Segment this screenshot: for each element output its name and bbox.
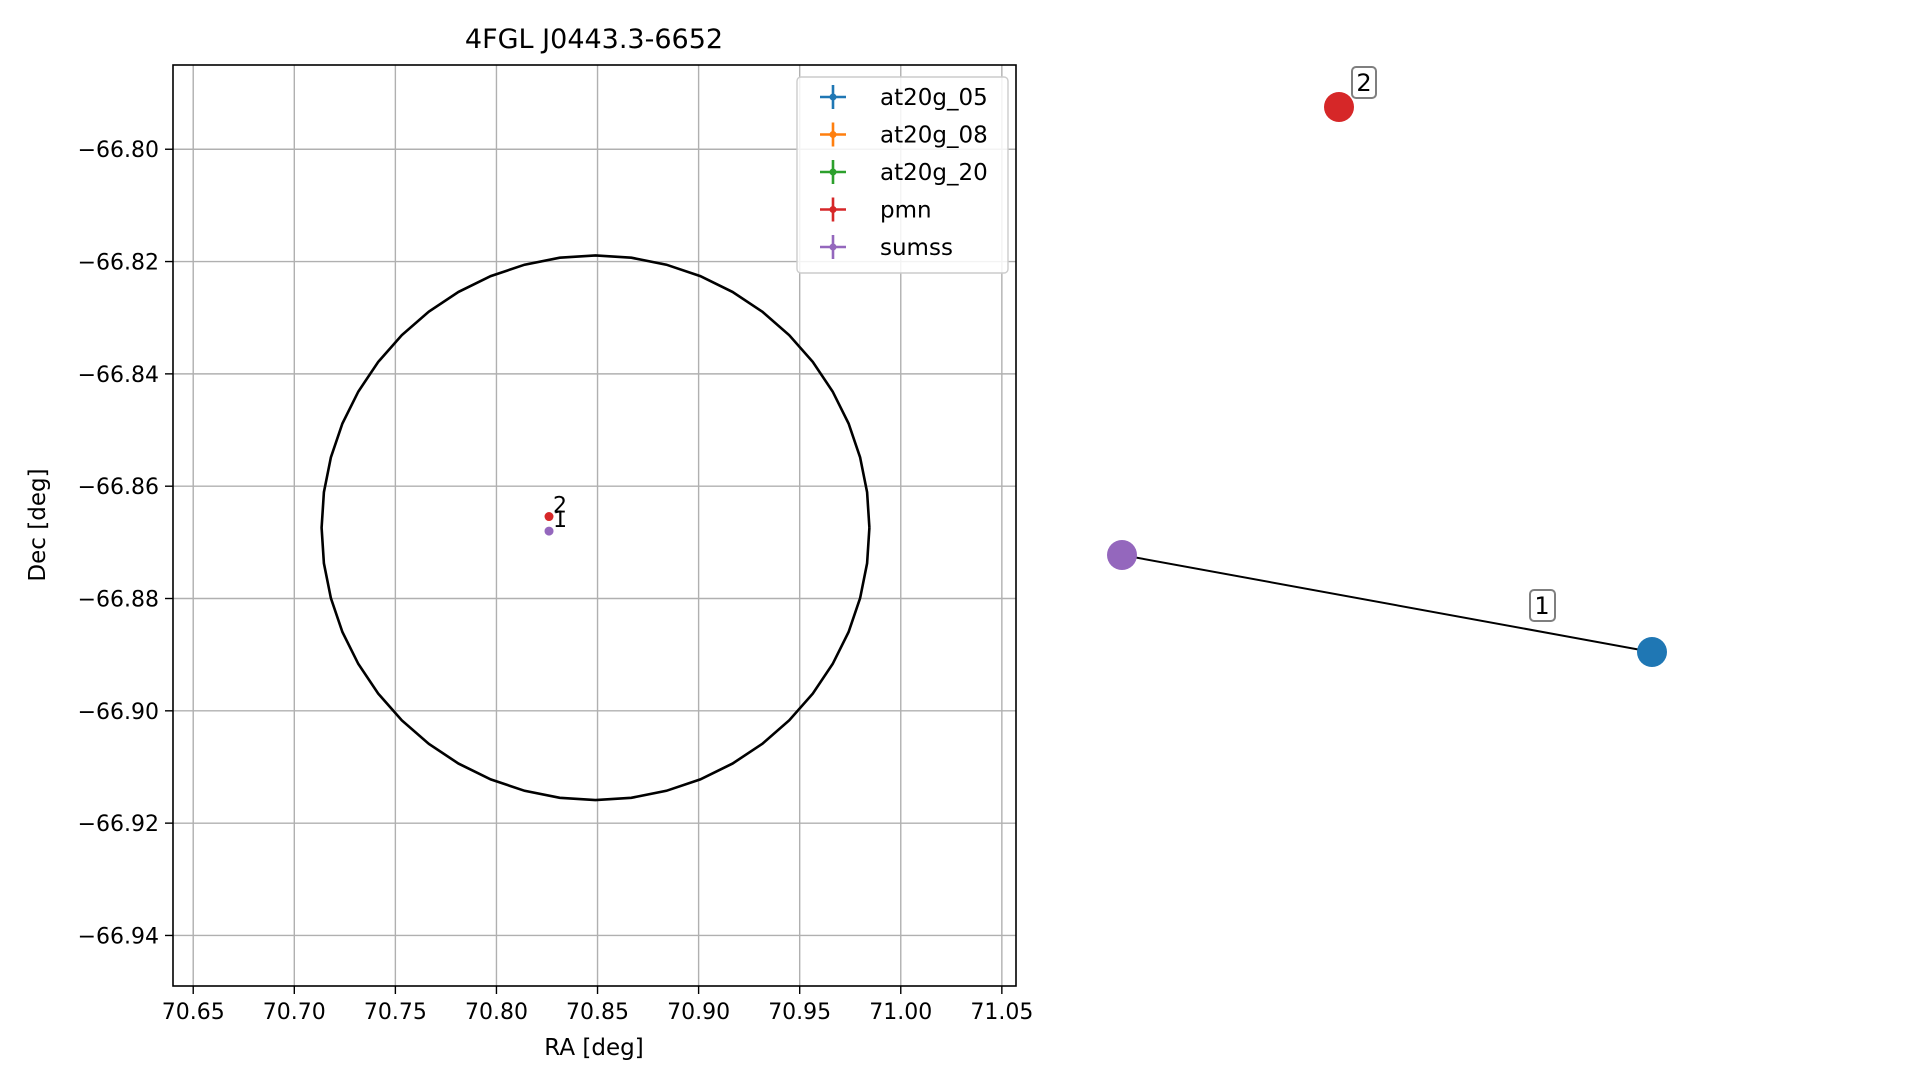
legend-label: pmn bbox=[880, 198, 932, 224]
chart-title: 4FGL J0443.3-6652 bbox=[465, 24, 723, 55]
x-axis-label: RA [deg] bbox=[544, 1035, 643, 1061]
x-tick-label: 71.00 bbox=[869, 1000, 932, 1025]
edge-label-box bbox=[1529, 589, 1556, 622]
source-point-label: 1 bbox=[553, 508, 567, 533]
legend-marker bbox=[829, 168, 837, 176]
error-ellipse bbox=[320, 254, 871, 802]
x-tick-label: 70.85 bbox=[566, 1000, 629, 1025]
plot-frame bbox=[172, 64, 1017, 987]
graph-node-sumss bbox=[1107, 540, 1137, 570]
legend-marker bbox=[829, 243, 837, 251]
y-tick-label: −66.90 bbox=[78, 700, 159, 725]
legend-marker bbox=[829, 206, 837, 213]
points-layer: 21 bbox=[544, 494, 567, 536]
y-tick-label: −66.86 bbox=[78, 475, 159, 500]
grid bbox=[173, 65, 1016, 986]
x-tick-label: 71.05 bbox=[970, 1000, 1033, 1025]
source-point-label: 2 bbox=[553, 494, 567, 519]
legend-label: sumss bbox=[880, 235, 953, 261]
x-tick-label: 70.80 bbox=[465, 1000, 528, 1025]
source-point-pmn bbox=[544, 512, 554, 522]
y-tick-label: −66.88 bbox=[78, 588, 159, 613]
graph-edge bbox=[1121, 554, 1653, 653]
y-tick-label: −66.82 bbox=[78, 251, 159, 276]
legend-label: at20g_08 bbox=[880, 123, 988, 149]
association-graph-panel: 1 2 bbox=[1107, 66, 1667, 667]
y-tick-label: −66.94 bbox=[78, 924, 159, 949]
graph-node-at20g bbox=[1637, 637, 1667, 667]
y-tick-label: −66.80 bbox=[78, 138, 159, 163]
x-tick-label: 70.95 bbox=[768, 1000, 831, 1025]
x-tick-label: 70.90 bbox=[667, 1000, 730, 1025]
y-tick-label: −66.92 bbox=[78, 812, 159, 837]
legend-marker bbox=[829, 93, 837, 101]
node-label-box bbox=[1351, 66, 1377, 99]
x-tick-label: 70.75 bbox=[364, 1000, 427, 1025]
error-ellipse-layer bbox=[320, 254, 871, 802]
x-axis: 70.65 70.70 70.75 70.80 70.85 70.90 70.95 71.00… bbox=[162, 986, 1033, 1025]
y-axis-label: Dec [deg] bbox=[25, 468, 51, 581]
graph-node-pmn bbox=[1324, 92, 1354, 122]
legend-label: at20g_05 bbox=[880, 85, 988, 111]
legend-label: at20g_20 bbox=[880, 160, 988, 186]
legend-marker bbox=[829, 131, 837, 138]
y-axis: −66.80 −66.82 −66.84 −66.86 −66.88 −66.90 −66.… bbox=[78, 138, 173, 949]
y-tick-label: −66.84 bbox=[78, 363, 159, 388]
x-tick-label: 70.70 bbox=[263, 1000, 326, 1025]
node-label: 2 bbox=[1356, 69, 1371, 97]
legend-box bbox=[796, 76, 1009, 274]
edge-label: 1 bbox=[1534, 592, 1549, 620]
source-point-sumss bbox=[544, 526, 554, 536]
sky-map-panel: 4FGL J0443.3-6652 21 70.65 70.70 70.75 70.8… bbox=[25, 24, 1033, 1061]
x-tick-label: 70.65 bbox=[162, 1000, 225, 1025]
